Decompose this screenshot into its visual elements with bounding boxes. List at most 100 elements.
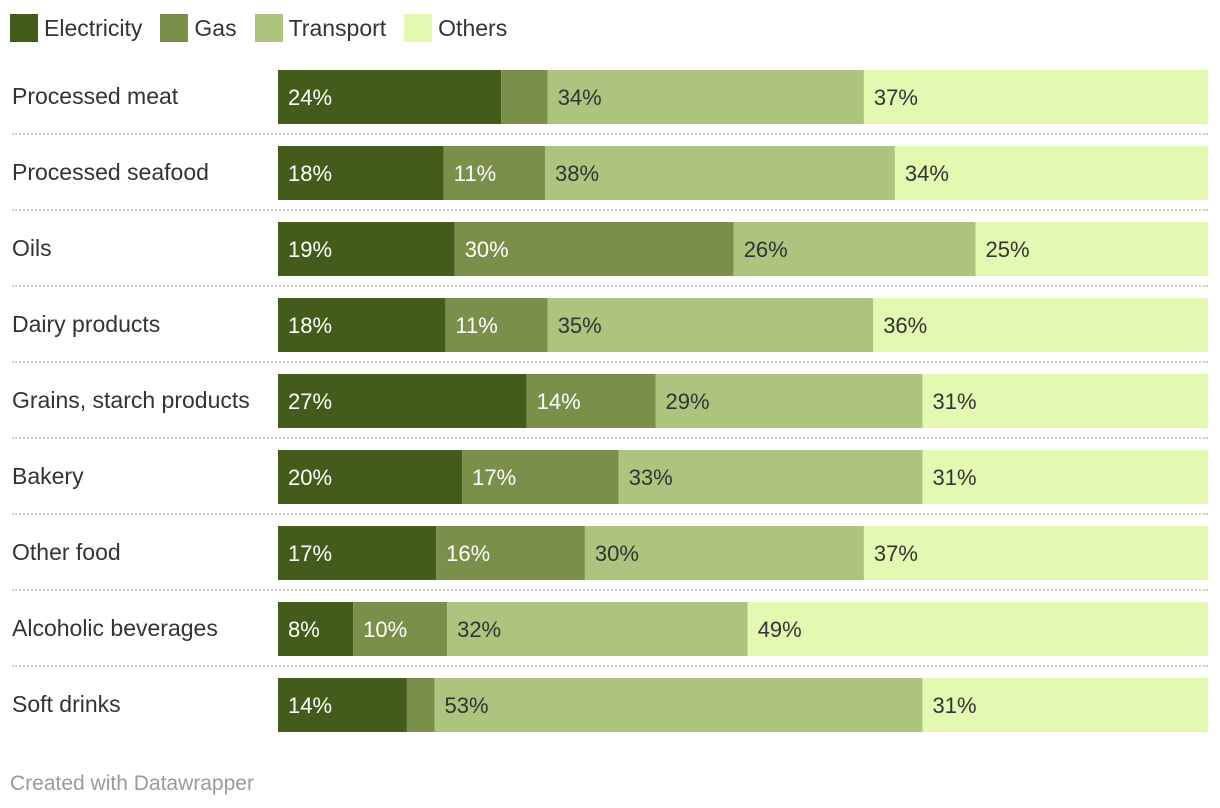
bar-segment-alcoholic-beverages-electricity [278, 602, 354, 656]
bar-segment-soft-drinks-gas [406, 678, 435, 732]
legend-label-transport: Transport [288, 14, 387, 41]
row-label-alcoholic-beverages: Alcoholic beverages [12, 615, 218, 641]
legend-label-gas: Gas [194, 14, 237, 41]
bar-segment-alcoholic-beverages-others [747, 602, 1208, 656]
bar-segment-oils-others [975, 222, 1208, 276]
bar-segment-grains-starch-products-electricity [278, 374, 527, 428]
data-label-oils-gas: 30% [465, 237, 509, 262]
legend-swatch-transport [254, 14, 283, 42]
bar-segment-oils-gas [454, 222, 734, 276]
bar-segment-processed-meat-others [863, 70, 1208, 124]
row-separator [12, 665, 1208, 667]
legend-item-gas: Gas [160, 14, 237, 42]
data-label-dairy-products-transport: 35% [558, 313, 602, 338]
row-label-oils: Oils [12, 235, 52, 261]
bar-segment-bakery-gas [462, 450, 619, 504]
data-label-bakery-electricity: 20% [288, 465, 332, 490]
data-label-oils-electricity: 19% [288, 237, 332, 262]
bar-segment-other-food-electricity [278, 526, 437, 580]
data-label-alcoholic-beverages-transport: 32% [457, 617, 501, 642]
data-label-processed-meat-others: 37% [874, 85, 918, 110]
row-label-grains-starch-products: Grains, starch products [12, 387, 250, 413]
data-label-oils-transport: 26% [744, 237, 788, 262]
data-label-other-food-others: 37% [874, 541, 918, 566]
bar-segment-other-food-transport [584, 526, 864, 580]
bar-segment-processed-seafood-transport [545, 146, 895, 200]
data-label-soft-drinks-transport: 53% [445, 693, 489, 718]
bar-segment-alcoholic-beverages-gas [353, 602, 448, 656]
data-label-processed-seafood-gas: 11% [454, 161, 496, 186]
data-label-dairy-products-others: 36% [883, 313, 927, 338]
bar-segment-soft-drinks-transport [434, 678, 923, 732]
data-label-alcoholic-beverages-electricity: 8% [288, 617, 320, 642]
bar-segment-bakery-electricity [278, 450, 463, 504]
row-separator [12, 133, 1208, 135]
data-label-other-food-transport: 30% [595, 541, 639, 566]
row-separator [12, 209, 1208, 211]
data-label-oils-others: 25% [986, 237, 1030, 262]
legend-item-electricity: Electricity [10, 14, 142, 42]
row-separator [12, 361, 1208, 363]
data-label-grains-starch-products-electricity: 27% [288, 389, 332, 414]
data-label-processed-meat-electricity: 24% [288, 85, 332, 110]
data-label-processed-seafood-electricity: 18% [288, 161, 332, 186]
bar-segment-oils-electricity [278, 222, 455, 276]
row-label-other-food: Other food [12, 539, 121, 565]
bar-segment-grains-starch-products-others [922, 374, 1208, 428]
bar-segment-dairy-products-others [873, 298, 1208, 352]
bar-segment-processed-seafood-electricity [278, 146, 444, 200]
data-label-alcoholic-beverages-others: 49% [758, 617, 802, 642]
row-label-bakery: Bakery [12, 463, 84, 489]
bar-segment-processed-seafood-gas [443, 146, 546, 200]
bar-segment-soft-drinks-electricity [278, 678, 407, 732]
data-label-grains-starch-products-others: 31% [933, 389, 977, 414]
bar-segment-dairy-products-transport [547, 298, 874, 352]
bar-segment-processed-meat-electricity [278, 70, 502, 124]
bar-segment-oils-transport [733, 222, 976, 276]
data-label-alcoholic-beverages-gas: 10% [363, 617, 407, 642]
data-label-soft-drinks-others: 31% [933, 693, 977, 718]
legend-label-electricity: Electricity [44, 14, 143, 41]
bar-segment-soft-drinks-others [922, 678, 1208, 732]
legend-item-others: Others [404, 14, 507, 42]
row-separator [12, 513, 1208, 515]
bar-segment-dairy-products-gas [445, 298, 548, 352]
data-label-bakery-others: 31% [933, 465, 977, 490]
footer-credit: Created with Datawrapper [10, 772, 254, 795]
row-separator [12, 285, 1208, 287]
legend: Electricity Gas Transport Others [10, 13, 525, 43]
data-label-bakery-gas: 17% [472, 465, 516, 490]
data-label-other-food-gas: 16% [446, 541, 490, 566]
data-label-processed-seafood-others: 34% [905, 161, 949, 186]
data-label-processed-meat-transport: 34% [558, 85, 602, 110]
bar-segment-processed-meat-gas [501, 70, 548, 124]
legend-swatch-electricity [10, 14, 38, 42]
legend-item-transport: Transport [254, 14, 387, 42]
data-label-dairy-products-electricity: 18% [288, 313, 332, 338]
bar-segment-grains-starch-products-gas [526, 374, 656, 428]
row-separator [12, 589, 1208, 591]
data-label-grains-starch-products-gas: 14% [537, 389, 581, 414]
row-label-soft-drinks: Soft drinks [12, 691, 121, 717]
bar-segment-dairy-products-electricity [278, 298, 446, 352]
bar-segment-processed-meat-transport [547, 70, 864, 124]
bar-segment-alcoholic-beverages-transport [447, 602, 748, 656]
bar-segment-other-food-gas [436, 526, 585, 580]
legend-label-others: Others [438, 14, 508, 41]
row-label-processed-meat: Processed meat [12, 83, 179, 109]
bar-segment-bakery-others [922, 450, 1208, 504]
row-label-dairy-products: Dairy products [12, 311, 161, 337]
legend-swatch-others [404, 14, 433, 42]
bar-segment-grains-starch-products-transport [655, 374, 923, 428]
row-separator [12, 437, 1208, 439]
data-label-grains-starch-products-transport: 29% [666, 389, 710, 414]
data-label-other-food-electricity: 17% [288, 541, 332, 566]
bar-segment-bakery-transport [618, 450, 923, 504]
legend-swatch-gas [160, 14, 189, 42]
data-label-dairy-products-gas: 11% [455, 313, 497, 338]
bar-segment-other-food-others [863, 526, 1208, 580]
data-label-bakery-transport: 33% [629, 465, 673, 490]
bar-segment-processed-seafood-others [894, 146, 1208, 200]
data-label-soft-drinks-electricity: 14% [288, 693, 332, 718]
